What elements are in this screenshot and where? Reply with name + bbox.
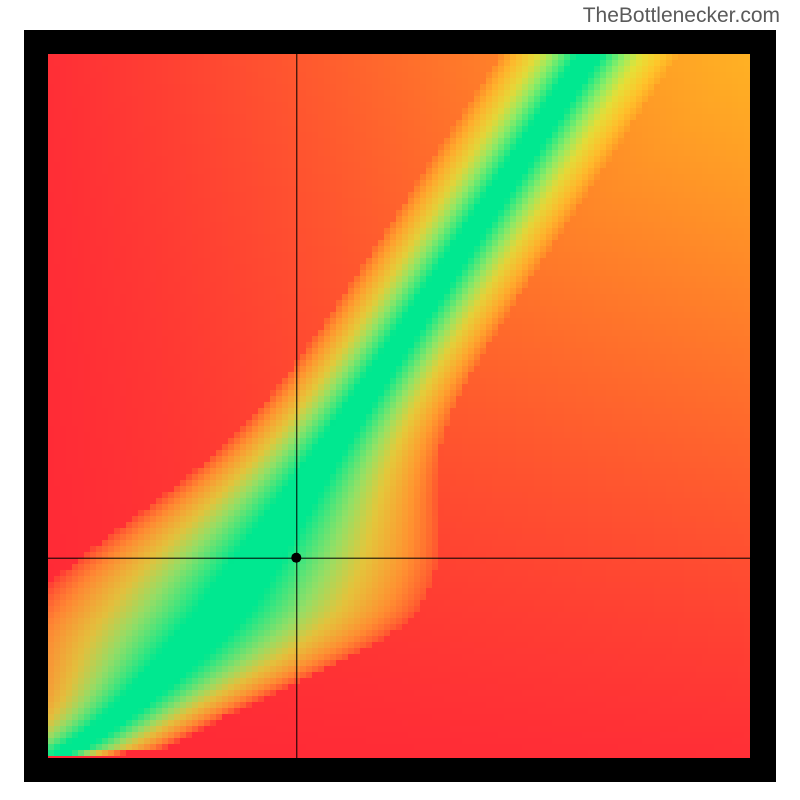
plot-frame xyxy=(24,30,776,782)
heatmap-canvas xyxy=(24,30,776,782)
watermark-text: TheBottlenecker.com xyxy=(583,4,780,28)
